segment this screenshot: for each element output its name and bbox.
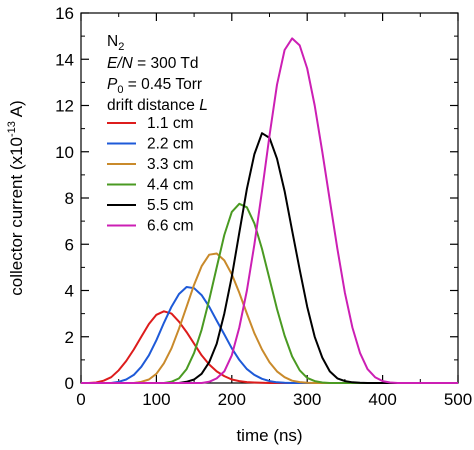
- y-tick-label: 8: [65, 189, 74, 208]
- field-strength-label: E/N = 300 Td: [107, 55, 198, 72]
- legend-label: 2.2 cm: [147, 136, 194, 153]
- x-tick-label: 0: [76, 390, 85, 409]
- series-line-6: [81, 37, 458, 384]
- series-line-1: [81, 310, 458, 384]
- series-line-4: [81, 202, 458, 384]
- y-tick-label: 10: [55, 143, 74, 162]
- legend-label: 1.1 cm: [147, 115, 194, 132]
- x-tick-label: 300: [293, 390, 321, 409]
- legend: 1.1 cm 2.2 cm 3.3 cm 4.4 cm 5.5 cm 6.6 cm: [107, 115, 194, 235]
- series-line-2: [81, 286, 458, 384]
- legend-label: 4.4 cm: [147, 177, 194, 194]
- series-lines: [81, 37, 458, 384]
- legend-label: 3.3 cm: [147, 156, 194, 173]
- annotation-block: N2 E/N = 300 Td P0 = 0.45 Torr drift dis…: [107, 33, 208, 114]
- y-axis-label: collector current (x10-13 A): [6, 100, 26, 295]
- y-tick-label: 6: [65, 235, 74, 254]
- x-tick-label: 500: [444, 390, 472, 409]
- y-tick-label: 16: [55, 4, 74, 23]
- series-line-3: [81, 252, 458, 384]
- y-tick-label: 12: [55, 97, 74, 116]
- x-tick-label: 400: [368, 390, 396, 409]
- legend-label: 5.5 cm: [147, 197, 194, 214]
- y-tick-label: 4: [65, 282, 74, 301]
- y-tick-label: 0: [65, 374, 74, 393]
- x-tick-label: 200: [218, 390, 246, 409]
- gas-label: N2: [107, 33, 124, 53]
- y-tick-label: 2: [65, 328, 74, 347]
- y-tick-label: 14: [55, 50, 74, 69]
- x-axis-label: time (ns): [236, 426, 302, 445]
- legend-label: 6.6 cm: [147, 218, 194, 235]
- series-line-5: [81, 132, 458, 384]
- x-tick-label: 100: [142, 390, 170, 409]
- pressure-label: P0 = 0.45 Torr: [107, 76, 202, 96]
- axis-tick-labels: 0 100 200 300 400 500 0 2 4 6 8 10 12 14 16: [55, 4, 472, 409]
- drift-distance-label: drift distance L: [107, 97, 208, 114]
